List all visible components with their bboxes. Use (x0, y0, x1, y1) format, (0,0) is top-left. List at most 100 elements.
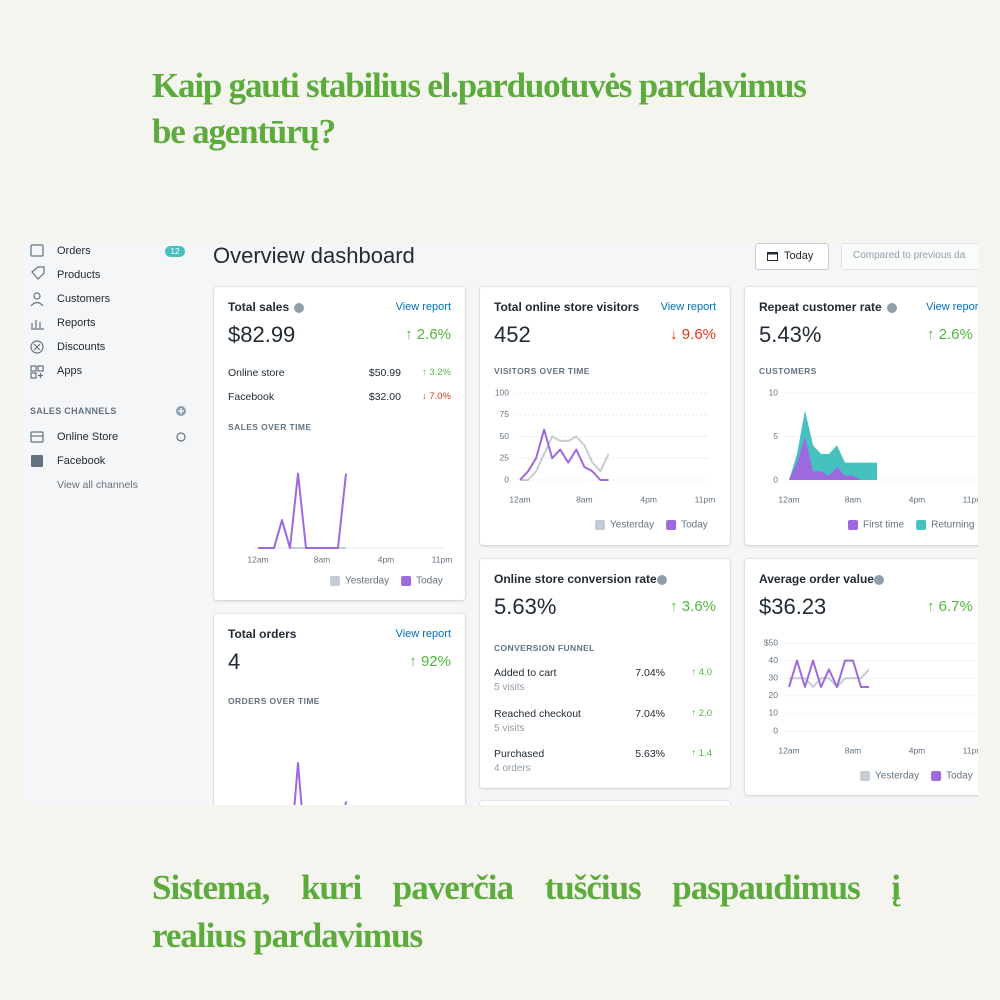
legend-swatch (666, 520, 677, 530)
nav-item[interactable]: Customers (57, 293, 111, 305)
funnel-label: Added to cart (494, 667, 557, 679)
y-tick-label: 40 (769, 655, 779, 665)
chart-caption: VISITORS OVER TIME (494, 366, 590, 376)
view-report-link[interactable]: View report (395, 628, 451, 640)
y-tick-label: 0 (504, 474, 509, 484)
metric-change: ↑ 2.6% (405, 326, 451, 343)
metric-change: ↑ 3.6% (670, 598, 716, 615)
orders-badge: 12 (170, 247, 180, 256)
help-icon[interactable] (657, 575, 667, 585)
y-tick-label: 25 (500, 453, 510, 463)
headline: Kaip gauti stabilius el.parduotuvės pard… (152, 66, 807, 105)
row-label: Facebook (228, 391, 275, 403)
card: Online store conversion rate 5.63% ↑ 3.6… (480, 559, 730, 788)
metric-change: ↑ 92% (409, 653, 451, 670)
line (519, 428, 609, 481)
legend-label: Today (416, 576, 443, 587)
x-tick-label: 8am (845, 494, 862, 504)
chart-caption: ORDERS OVER TIME (228, 696, 320, 706)
nav-item[interactable]: Reports (57, 317, 96, 329)
card-title: Total orders (228, 627, 297, 641)
section-heading: SALES CHANNELS (30, 406, 117, 416)
card-title: Online store conversion rate (494, 572, 657, 586)
y-tick-label: 0 (773, 474, 778, 484)
area (789, 436, 877, 480)
funnel-change: ↑ 4.0 (691, 667, 712, 678)
help-icon[interactable] (294, 303, 304, 313)
view-all-link[interactable]: View all channels (57, 479, 138, 491)
legend-label: Returning (931, 520, 974, 531)
funnel-sub: 5 visits (494, 723, 525, 734)
y-tick-label: 5 (773, 431, 778, 441)
view-report-link[interactable]: View report (926, 301, 978, 313)
nav-item[interactable]: Products (57, 269, 101, 281)
legend-swatch (916, 520, 927, 530)
row-amount: $50.99 (368, 367, 401, 379)
metric-value: $36.23 (759, 594, 827, 619)
metric-change: ↑ 6.7% (927, 598, 973, 615)
legend-swatch (860, 771, 870, 781)
help-icon[interactable] (874, 575, 884, 585)
metric-value: 5.63% (494, 594, 557, 619)
nav-item[interactable]: Apps (57, 365, 83, 377)
footer-text: realius pardavimus (152, 916, 423, 955)
chart: 0 25 50 75 100 12am 8am 4pm 11pm Yesterday Today (495, 387, 716, 531)
funnel-rate: 7.04% (635, 667, 665, 679)
compare-label: Compared to previous da (853, 250, 966, 261)
x-tick-label: 12am (778, 494, 799, 504)
card-title: Average order value (759, 572, 874, 586)
chart-caption: CONVERSION FUNNEL (494, 643, 595, 653)
y-tick-label: 20 (769, 690, 779, 700)
channel-item[interactable]: Online Store (57, 431, 119, 443)
legend-label: Yesterday (345, 576, 389, 587)
x-tick-label: 4pm (909, 745, 926, 755)
metric-value: 5.43% (759, 322, 822, 347)
card-title: Total online store visitors (494, 300, 640, 314)
x-tick-label: 4pm (909, 494, 926, 504)
line (293, 762, 347, 805)
headline: be agentūrų? (152, 112, 336, 151)
chart-caption: CUSTOMERS (759, 366, 817, 376)
nav-item[interactable]: Orders (57, 245, 91, 257)
card: 12am 8am 4pm 11pm Yesterday Today Total sales… (214, 287, 465, 600)
legend-swatch (330, 576, 340, 586)
compare-button[interactable]: Compared to previous da (841, 243, 978, 270)
page-title: Overview dashboard (213, 243, 415, 268)
x-tick-label: 8am (314, 554, 331, 564)
chart-caption: SALES OVER TIME (228, 422, 312, 432)
date-button[interactable]: Today (755, 243, 829, 270)
y-tick-label: 10 (769, 387, 779, 397)
help-icon[interactable] (887, 303, 897, 313)
legend-swatch (931, 771, 942, 781)
funnel-rate: 7.04% (635, 708, 665, 720)
y-tick-label: 0 (773, 725, 778, 735)
y-tick-label: 50 (500, 431, 510, 441)
line (258, 472, 347, 549)
nav-item[interactable]: Discounts (57, 341, 106, 353)
card-title: Total sales (228, 300, 290, 314)
y-tick-label: 75 (500, 409, 510, 419)
card: 0 5 10 12am 8am 4pm 11pm First time Returning Re… (745, 287, 978, 545)
legend-swatch (401, 576, 412, 586)
x-tick-label: 4pm (640, 494, 657, 504)
funnel-label: Purchased (494, 748, 545, 760)
channel-item[interactable]: Facebook (57, 455, 106, 467)
funnel-change: ↑ 1.4 (691, 748, 712, 759)
row-amount: $32.00 (368, 391, 401, 403)
card: 0 25 50 75 100 12am 8am 4pm 11pm Yesterday Today T… (480, 287, 730, 545)
legend-swatch (848, 520, 858, 530)
legend-label: Today (681, 520, 708, 531)
y-tick-label: 10 (769, 708, 779, 718)
view-report-link[interactable]: View report (395, 301, 451, 313)
chart: 0 5 10 12am 8am 4pm 11pm First time Returning (769, 387, 978, 531)
funnel-change: ↑ 2.0 (691, 708, 712, 719)
row-label: Online store (228, 367, 285, 379)
legend-label: Today (946, 771, 973, 782)
x-tick-label: 8am (845, 745, 862, 755)
chart: 0 10 20 30 40 $50 12am 8am 4pm 11pm Yesterday Today (764, 637, 978, 782)
view-report-link[interactable]: View report (660, 301, 716, 313)
footer-text: Sistema, kuri paverčia tuščius paspaudim… (152, 868, 901, 907)
